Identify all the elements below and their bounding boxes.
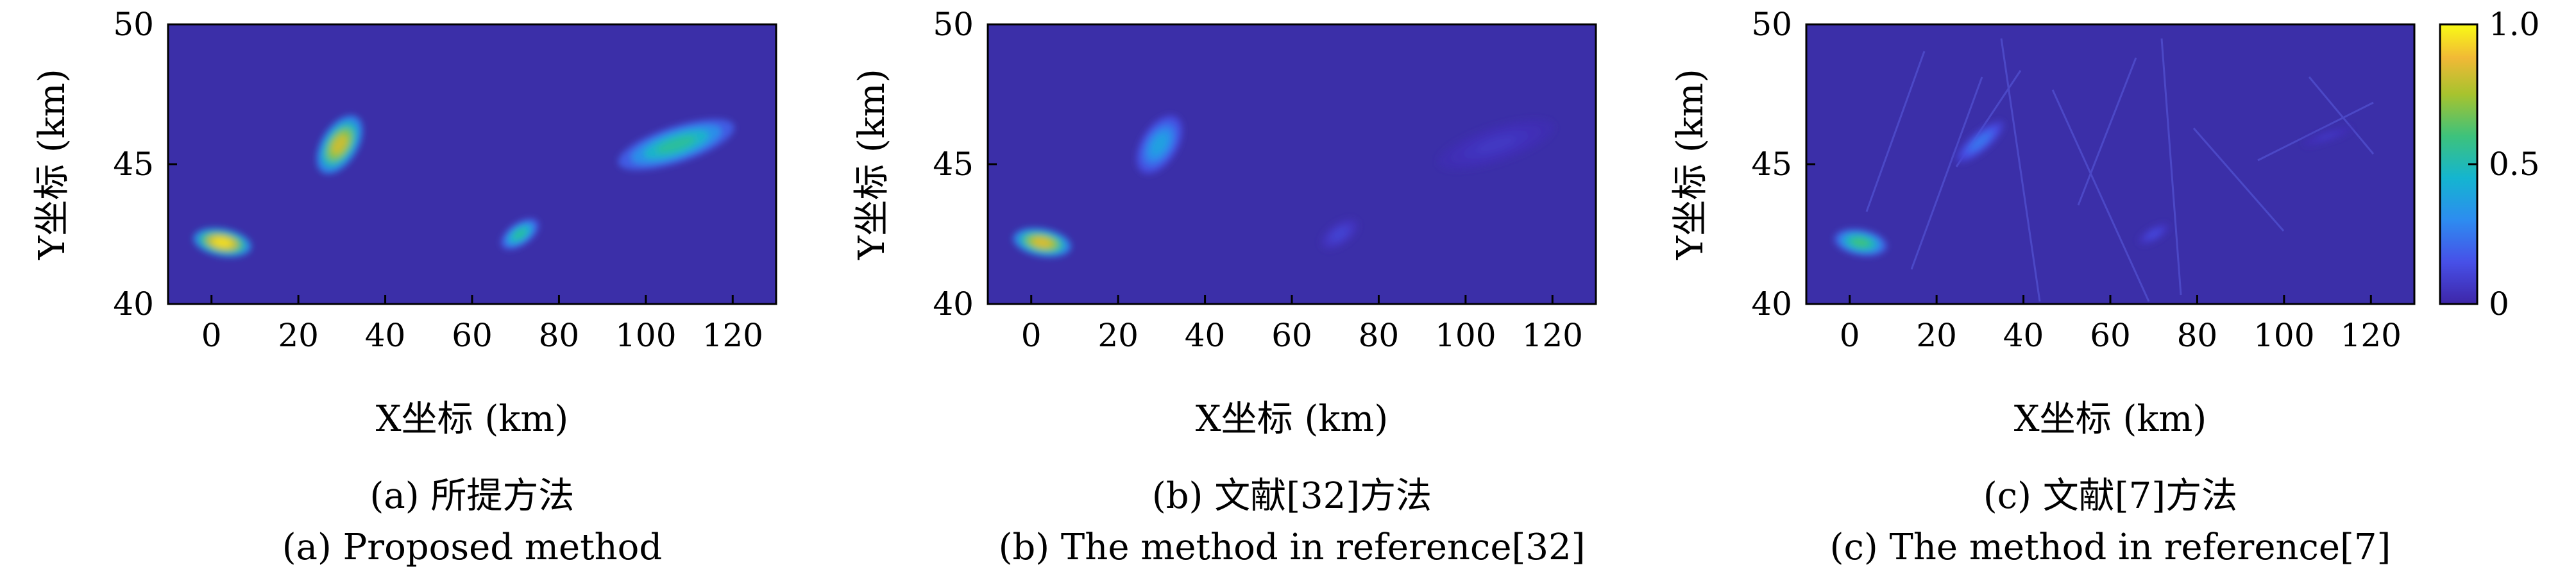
panel-c-caption-cn: (c) 文献[7]方法 [1983, 475, 2237, 517]
panel-a: 0 20 40 60 80 100 120 40 45 50 X坐标 (km) Y坐标 (km)… [31, 6, 777, 568]
colorbar-ticks: 0 0.5 1.0 [2468, 6, 2540, 323]
panel-a-ytick-label-1: 40 [113, 285, 154, 323]
panel-a-caption-cn: (a) 所提方法 [370, 475, 575, 517]
panel-a-ylabel: Y坐标 (km) [31, 69, 73, 260]
panel-a-blob-3-layer-4 [513, 228, 527, 240]
panel-a-blob-3 [501, 218, 539, 250]
panel-b-caption-en: (b) The method in reference[32] [999, 527, 1586, 568]
streak-1 [1865, 51, 1926, 212]
panel-c-blob-4-layer-4 [2319, 133, 2336, 140]
panel-b-blob-1 [1013, 228, 1071, 257]
panel-c-plot-area [1806, 24, 2414, 304]
panel-b-blobs [1013, 115, 1554, 257]
panel-b-blob-2 [1136, 115, 1183, 174]
panel-c-xtick-label-1: 0 [1840, 317, 1860, 354]
panel-b-xtick-label-1: 0 [1021, 317, 1042, 354]
panel-a-xticks: 0 20 40 60 80 100 120 [201, 295, 763, 354]
panel-b-blob-1-layer-4 [1032, 237, 1053, 248]
panel-c-blob-1-layer-4 [1851, 237, 1870, 248]
colorbar-gradient [2439, 23, 2479, 305]
colorbar-tick-label-3: 1.0 [2489, 6, 2540, 43]
panel-b-caption-cn: (b) 文献[32]方法 [1152, 475, 1432, 517]
panel-c-blobs [1834, 121, 2353, 257]
panel-b-xtick-label-6: 100 [1435, 317, 1496, 354]
panel-b-blob-3 [1321, 218, 1359, 250]
panel-a-blob-1 [193, 228, 251, 257]
panel-a-blob-4-layer-4 [656, 135, 697, 154]
panel-c-blob-1 [1834, 228, 1887, 257]
streak-10 [2308, 76, 2375, 155]
panel-c-yticks: 40 45 50 [1751, 6, 1815, 323]
panel-c-blob-3-layer-4 [2148, 230, 2159, 238]
panel-a-blob-2 [316, 115, 363, 174]
panel-a-xtick-label-1: 0 [201, 317, 222, 354]
panel-c-xtick-label-7: 120 [2341, 317, 2402, 354]
panel-c-blob-4 [2302, 126, 2353, 146]
panel-a-blob-4 [618, 119, 734, 171]
panel-a-xtick-label-5: 80 [539, 317, 580, 354]
streak-6 [2077, 57, 2137, 206]
streak-7 [2160, 38, 2182, 296]
streak-4 [2000, 38, 2041, 302]
panel-b-xticks: 0 20 40 60 80 100 120 [1021, 295, 1583, 354]
panel-c-caption-en: (c) The method in reference[7] [1830, 527, 2391, 568]
panel-c-xlabel: X坐标 (km) [2014, 398, 2207, 440]
panel-a-yticks: 40 45 50 [113, 6, 177, 323]
panel-c-ytick-label-2: 45 [1751, 146, 1792, 183]
panel-c-ytick-label-3: 50 [1751, 6, 1792, 43]
colorbar-tick-label-1: 0 [2489, 285, 2509, 323]
panel-c-xtick-label-4: 60 [2090, 317, 2131, 354]
panel-c-xtick-label-6: 100 [2253, 317, 2314, 354]
panel-b-xtick-label-7: 120 [1522, 317, 1583, 354]
panel-a-blobs [193, 115, 734, 257]
panel-b-blob-4-layer-4 [1476, 135, 1516, 154]
panel-c-blob-3 [2138, 223, 2169, 245]
panel-b-ylabel: Y坐标 (km) [851, 69, 893, 260]
panel-c-xticks: 0 20 40 60 80 100 120 [1840, 295, 2402, 354]
panel-a-xtick-label-4: 60 [452, 317, 493, 354]
panel-a-xtick-label-6: 100 [615, 317, 676, 354]
colorbar-tick-label-2: 0.5 [2489, 146, 2540, 183]
panel-b-plot-area [988, 24, 1596, 304]
panel-c-ylabel: Y坐标 (km) [1670, 69, 1711, 260]
panel-b-ytick-label-1: 40 [933, 285, 974, 323]
panel-b-ytick-label-2: 45 [933, 146, 974, 183]
panel-c-xtick-label-2: 20 [1916, 317, 1957, 354]
panel-b-xtick-label-3: 40 [1185, 317, 1226, 354]
colorbar: 0 0.5 1.0 [2439, 6, 2540, 323]
panel-c-blob-2 [1956, 121, 2004, 163]
panel-c: 0 20 40 60 80 100 120 40 45 50 X坐标 (km) Y坐标 (km)… [1670, 6, 2540, 568]
panel-a-caption-en: (a) Proposed method [282, 527, 663, 568]
streak-8 [2192, 128, 2285, 232]
panel-a-xlabel: X坐标 (km) [376, 398, 568, 440]
panel-c-ytick-label-1: 40 [1751, 285, 1792, 323]
panel-a-blob-1-layer-4 [212, 237, 233, 248]
panel-a-xtick-label-7: 120 [702, 317, 763, 354]
panel-b-xlabel: X坐标 (km) [1196, 398, 1388, 440]
streak-5 [2051, 89, 2150, 302]
panel-a-plot-area [168, 24, 776, 304]
panel-c-blob-2-layer-4 [1972, 135, 1988, 149]
panel-b-ytick-label-3: 50 [933, 6, 974, 43]
panel-c-xtick-label-3: 40 [2003, 317, 2044, 354]
panel-a-xtick-label-3: 40 [365, 317, 406, 354]
panel-b-xtick-label-2: 20 [1097, 317, 1139, 354]
panel-c-xtick-label-5: 80 [2177, 317, 2218, 354]
panel-c-streaks [1865, 38, 2375, 302]
streak-2 [1910, 76, 1983, 270]
panel-b: 0 20 40 60 80 100 120 40 45 50 X坐标 (km) Y坐标 (km)… [851, 6, 1597, 568]
panel-b-blob-4 [1437, 119, 1554, 171]
panel-b-yticks: 40 45 50 [933, 6, 997, 323]
panel-a-ytick-label-3: 50 [113, 6, 154, 43]
panel-b-blob-2-layer-4 [1151, 134, 1167, 155]
panel-b-xtick-label-5: 80 [1359, 317, 1400, 354]
streak-9 [2257, 101, 2374, 162]
panel-a-ytick-label-2: 45 [113, 146, 154, 183]
panel-a-blob-2-layer-4 [332, 134, 348, 155]
panel-b-blob-3-layer-4 [1333, 228, 1346, 240]
panel-b-xtick-label-4: 60 [1271, 317, 1312, 354]
panel-a-xtick-label-2: 20 [278, 317, 319, 354]
